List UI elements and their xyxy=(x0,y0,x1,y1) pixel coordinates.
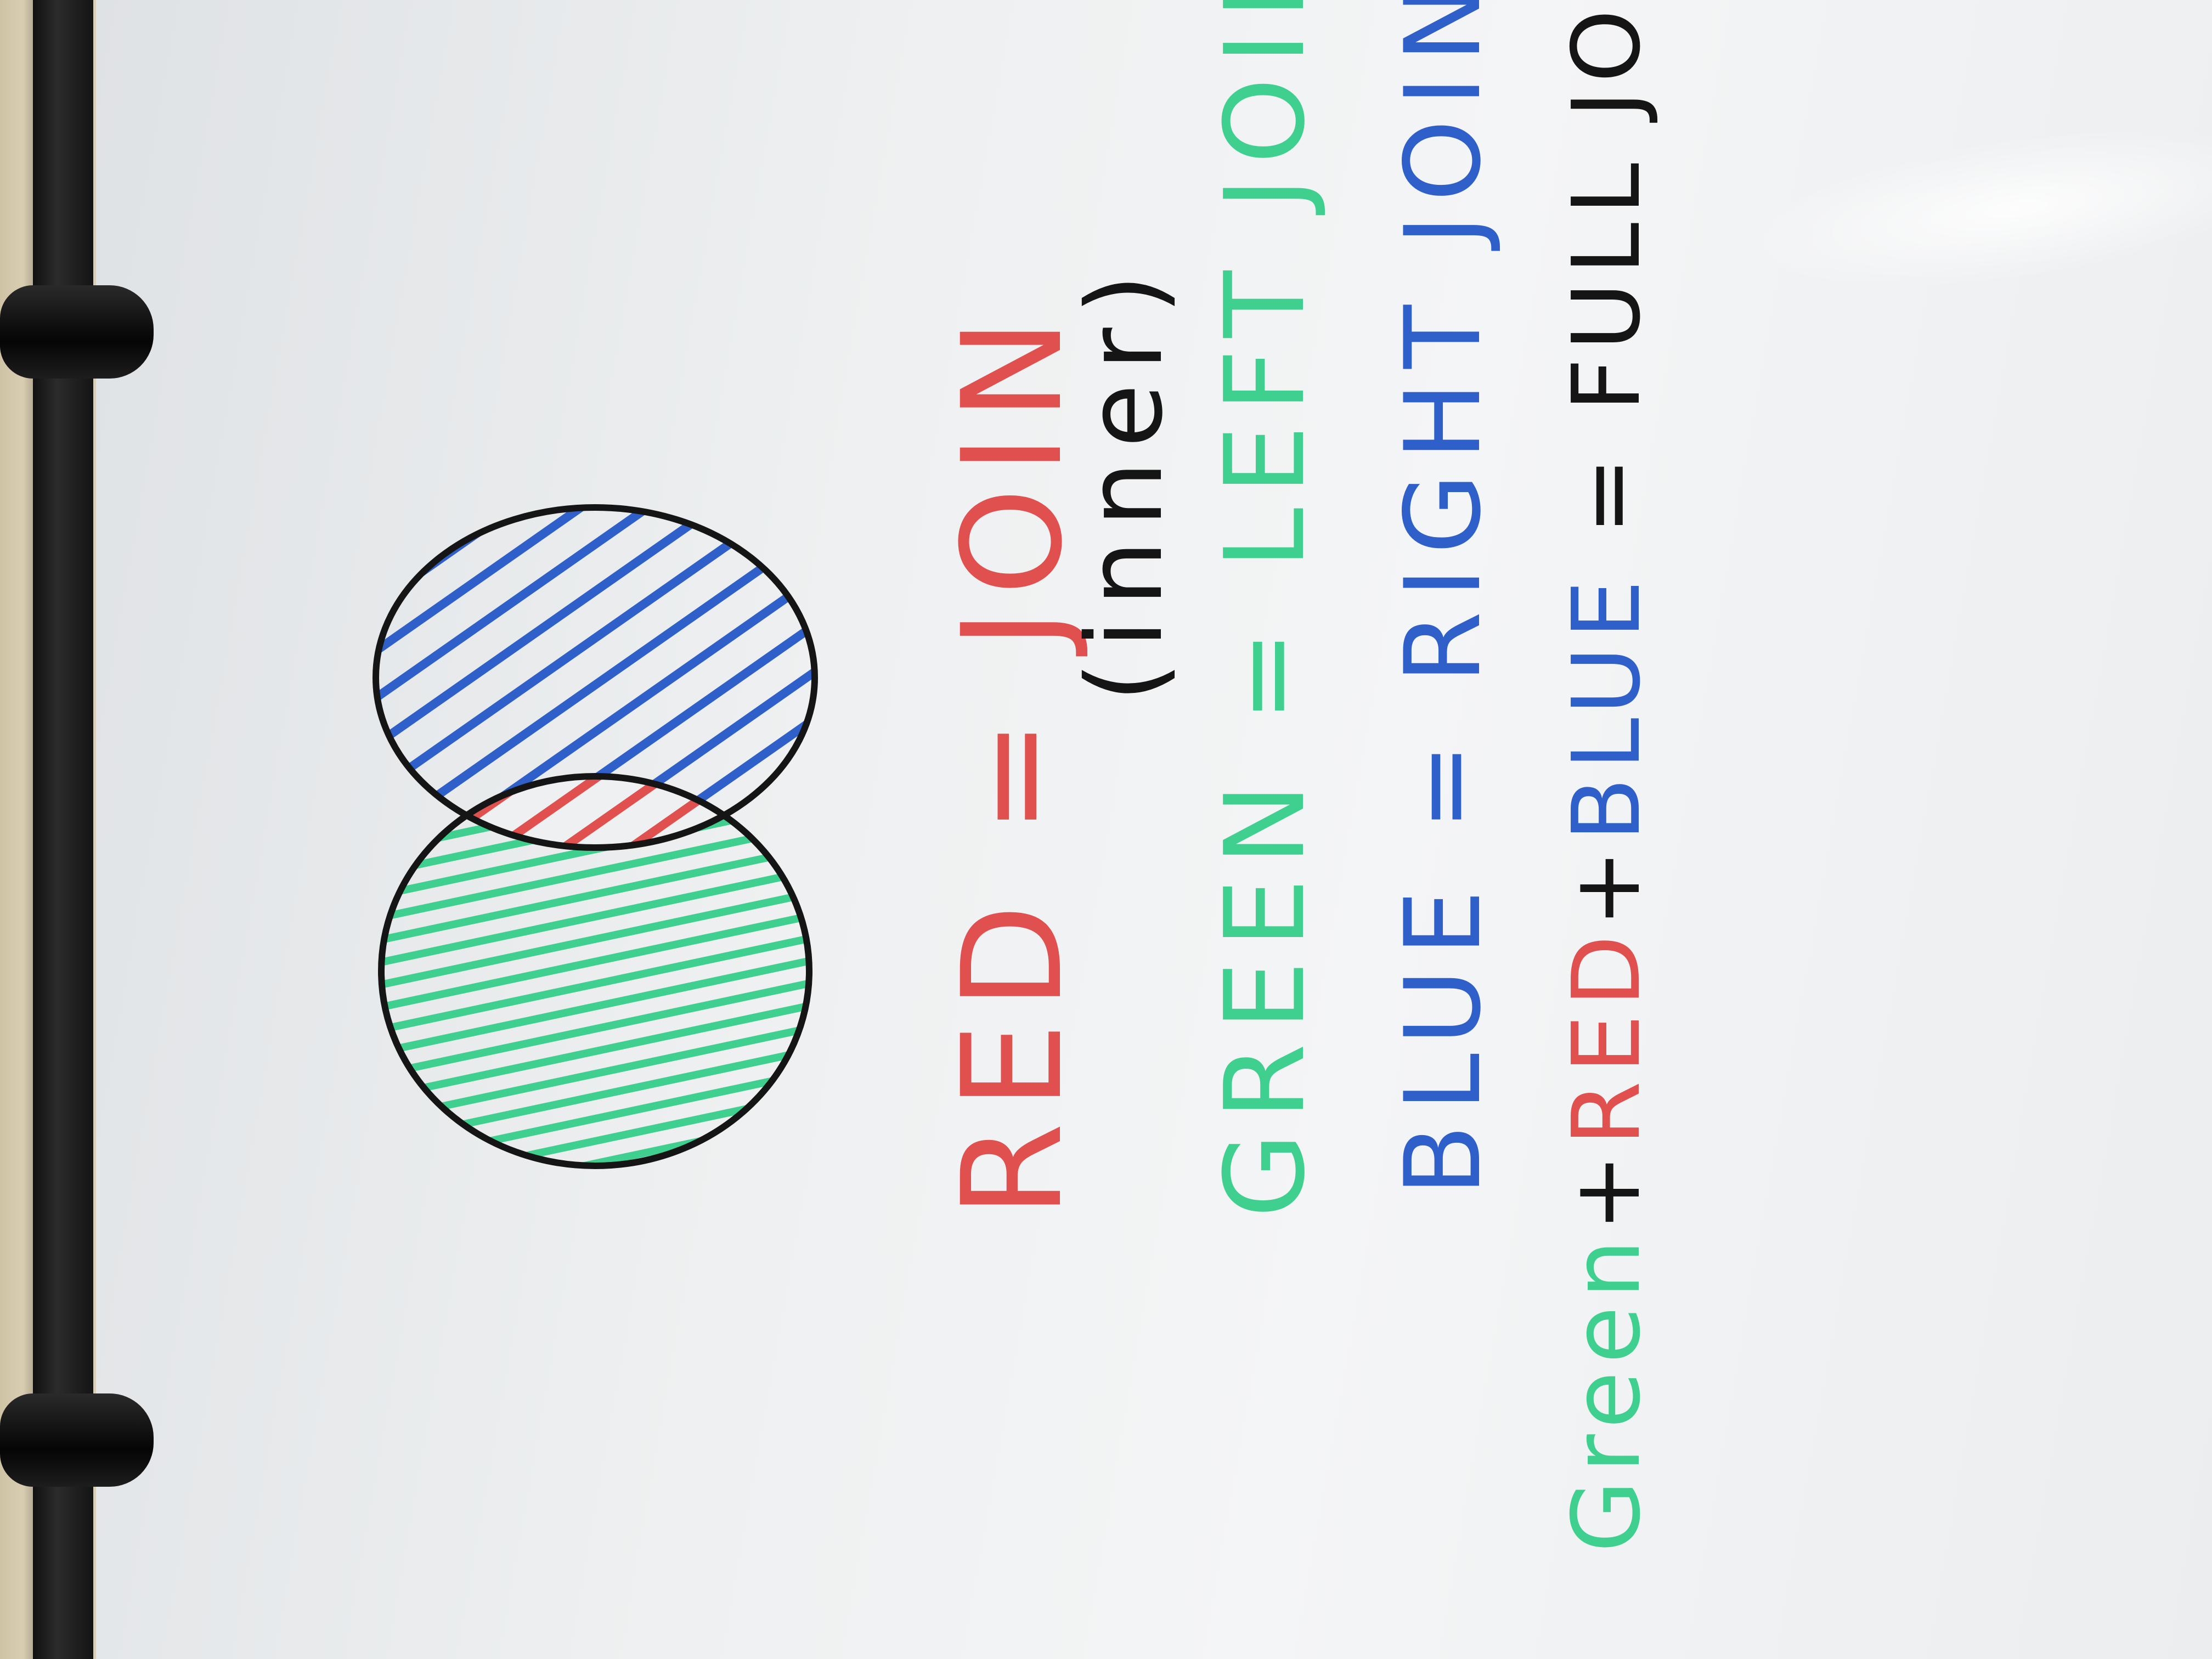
whiteboard-frame xyxy=(33,0,93,1659)
wall xyxy=(0,0,33,1659)
bottom-circle-outline xyxy=(378,773,812,1169)
top-clamp xyxy=(0,285,154,379)
top-circle-outline xyxy=(373,504,818,851)
bottom-clamp xyxy=(0,1393,154,1487)
